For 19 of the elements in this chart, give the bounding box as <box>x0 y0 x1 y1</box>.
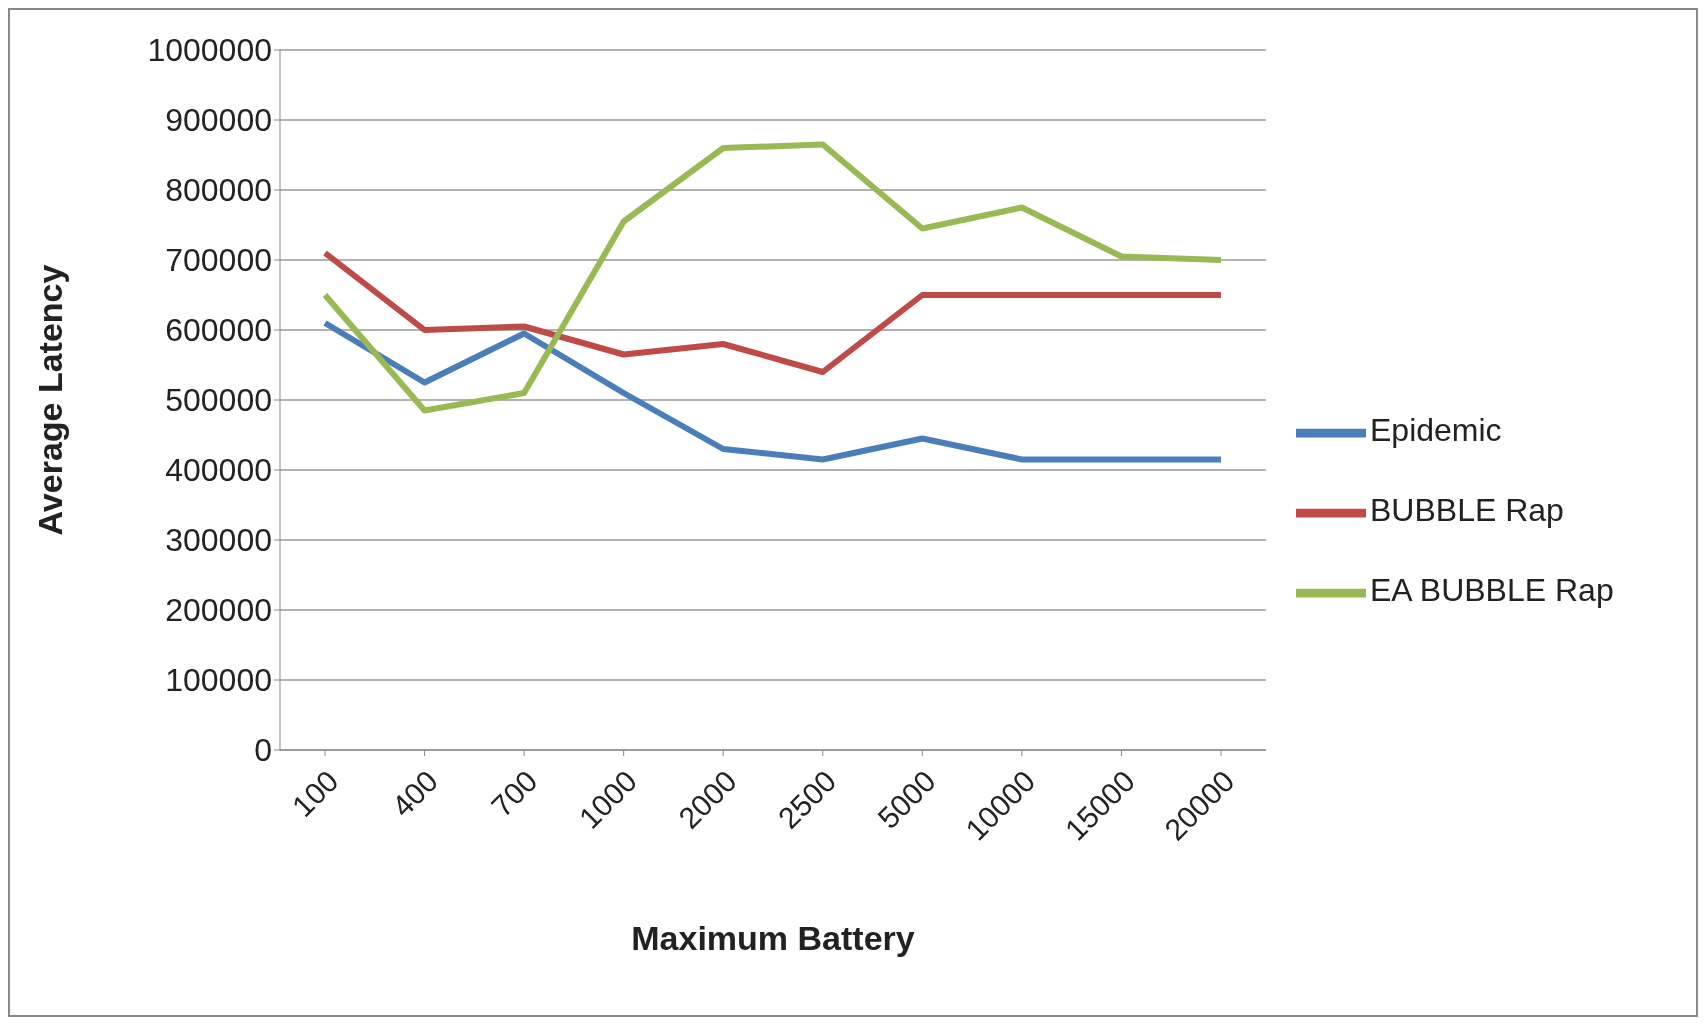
x-axis-title: Maximum Battery <box>631 919 915 957</box>
y-tick-label: 400000 <box>165 452 272 489</box>
y-tick-label: 0 <box>254 732 272 769</box>
y-tick-label: 300000 <box>165 522 272 559</box>
legend-label: EA BUBBLE Rap <box>1370 572 1614 608</box>
y-axis-title: Average Latency <box>31 264 70 536</box>
y-tick-label: 200000 <box>165 592 272 629</box>
y-tick-label: 500000 <box>165 382 272 419</box>
x-tick-label: 100 <box>285 764 345 823</box>
y-tick-label: 600000 <box>165 312 272 349</box>
y-tick-label: 900000 <box>165 102 272 139</box>
x-tick-label: 700 <box>484 764 544 823</box>
y-tick-label: 1000000 <box>147 32 272 69</box>
y-tick-label: 700000 <box>165 242 272 279</box>
y-tick-label: 800000 <box>165 172 272 209</box>
legend-label: BUBBLE Rap <box>1370 492 1564 528</box>
y-tick-label: 100000 <box>165 662 272 699</box>
x-tick-label: 400 <box>385 764 445 823</box>
legend-label: Epidemic <box>1370 412 1502 448</box>
